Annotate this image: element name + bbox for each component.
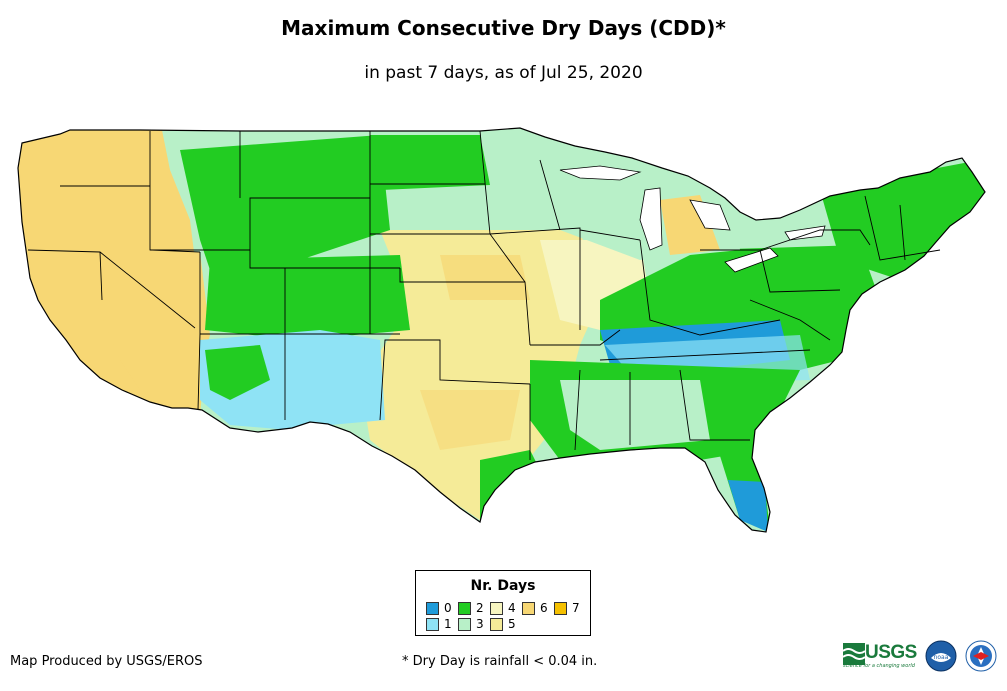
legend-swatch	[458, 602, 471, 615]
legend-item-1: 1	[426, 618, 452, 631]
legend-swatch	[490, 602, 503, 615]
legend-label: 7	[572, 601, 580, 615]
legend-item-3: 3	[458, 618, 484, 631]
legend-swatch	[522, 602, 535, 615]
legend: Nr. Days 0 2 4 6 7 1 3 5	[415, 570, 591, 636]
legend-item-7: 7	[554, 602, 580, 615]
legend-label: 1	[444, 617, 452, 631]
noaa-seal-icon: noaa	[925, 640, 957, 672]
legend-label: 6	[540, 601, 548, 615]
legend-swatch	[490, 618, 503, 631]
legend-swatch	[458, 618, 471, 631]
legend-item-2: 2	[458, 602, 484, 615]
dry-day-footnote: * Dry Day is rainfall < 0.04 in.	[402, 654, 598, 669]
usgs-wave-icon	[843, 643, 865, 665]
legend-label: 3	[476, 617, 484, 631]
legend-title: Nr. Days	[470, 578, 536, 594]
map-credit: Map Produced by USGS/EROS	[10, 654, 203, 669]
nws-seal-icon	[965, 640, 997, 672]
map-subtitle: in past 7 days, as of Jul 25, 2020	[364, 63, 643, 83]
legend-label: 5	[508, 617, 516, 631]
legend-label: 2	[476, 601, 484, 615]
legend-swatch	[554, 602, 567, 615]
map-title: Maximum Consecutive Dry Days (CDD)*	[281, 16, 726, 40]
legend-item-4: 4	[490, 602, 516, 615]
legend-swatch	[426, 618, 439, 631]
legend-swatch	[426, 602, 439, 615]
usgs-tagline: science for a changing world	[843, 663, 915, 669]
legend-item-6: 6	[522, 602, 548, 615]
legend-label: 0	[444, 601, 452, 615]
noaa-seal-text: noaa	[934, 654, 949, 661]
legend-item-0: 0	[426, 602, 452, 615]
legend-label: 4	[508, 601, 516, 615]
us-dry-days-map	[17, 127, 986, 533]
usgs-logo: USGS science for a changing world	[843, 641, 919, 671]
legend-item-5: 5	[490, 618, 516, 631]
usgs-wordmark: USGS	[865, 642, 917, 663]
